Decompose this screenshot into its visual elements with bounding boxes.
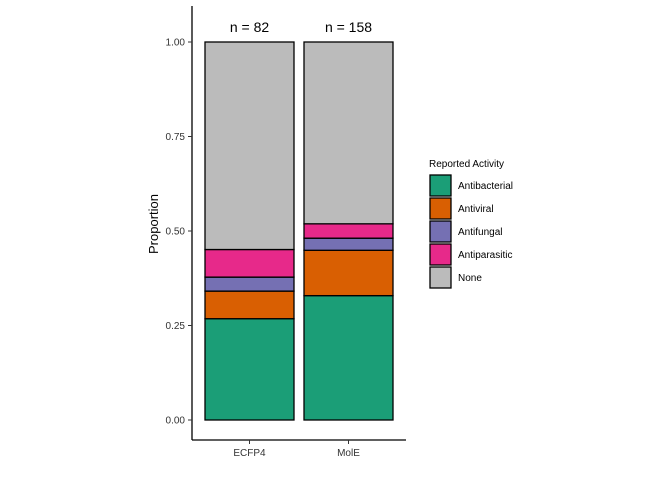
plot-area (204, 41, 394, 421)
bar-segment-mole-antibacterial (303, 294, 394, 421)
legend-title: Reported Activity (429, 159, 504, 170)
legend-label-antiviral: Antiviral (458, 204, 494, 215)
x-tick-label: MolE (337, 448, 360, 459)
legend-label-antifungal: Antifungal (458, 227, 502, 238)
y-axis: 0.00 0.25 0.50 0.75 1.00 (166, 6, 193, 440)
y-tick-label: 1.00 (166, 38, 186, 49)
legend-label-none: None (458, 273, 482, 284)
legend-swatch-none (429, 266, 452, 289)
y-tick-label: 0.75 (166, 132, 186, 143)
bar-segment-ecfp4-antifungal (204, 276, 295, 292)
x-axis: ECFP4 MolE (192, 439, 406, 459)
bar-segment-mole-antiparasitic (303, 223, 394, 239)
annotation-ecfp4: n = 82 (230, 19, 270, 35)
bar-segment-ecfp4-antibacterial (204, 318, 295, 421)
legend: Reported Activity Antibacterial Antiviral… (429, 159, 513, 289)
y-tick-label: 0.00 (166, 416, 186, 427)
bar-segment-ecfp4-antiviral (204, 290, 295, 320)
y-tick-label: 0.50 (166, 227, 186, 238)
bar-segment-ecfp4-antiparasitic (204, 248, 295, 278)
legend-swatch-antiviral (429, 197, 452, 220)
bar-segment-ecfp4-none (204, 41, 295, 251)
sample-size-annotations: n = 82 n = 158 (230, 19, 372, 35)
annotation-mole: n = 158 (325, 19, 372, 35)
legend-swatch-antiparasitic (429, 243, 452, 266)
bar-segment-mole-none (303, 41, 394, 225)
bar-segment-mole-antiviral (303, 249, 394, 297)
legend-label-antiparasitic: Antiparasitic (458, 250, 512, 261)
legend-label-antibacterial: Antibacterial (458, 181, 513, 192)
bar-segment-mole-antifungal (303, 237, 394, 251)
legend-swatch-antifungal (429, 220, 452, 243)
legend-swatch-antibacterial (429, 174, 452, 197)
y-tick-label: 0.25 (166, 321, 186, 332)
y-axis-title: Proportion (146, 194, 161, 254)
x-tick-label: ECFP4 (233, 448, 266, 459)
